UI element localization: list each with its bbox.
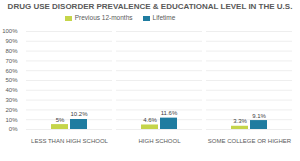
svg-text:80%: 80%: [5, 48, 18, 54]
svg-text:3.3%: 3.3%: [233, 118, 247, 124]
html-text:Lifetime: Lifetime: [152, 14, 176, 21]
svg-text:70%: 70%: [5, 58, 18, 64]
svg-text:5%: 5%: [56, 117, 65, 123]
svg-text:10.2%: 10.2%: [70, 111, 88, 117]
svg-text:30%: 30%: [5, 97, 18, 103]
svg-text:4.6%: 4.6%: [143, 117, 157, 123]
svg-text:100%: 100%: [2, 28, 18, 34]
svg-text:90%: 90%: [5, 38, 18, 44]
svg-text:LESS THAN HIGH SCHOOL: LESS THAN HIGH SCHOOL: [31, 138, 109, 144]
svg-text:SOME COLLEGE OR HIGHER: SOME COLLEGE OR HIGHER: [208, 138, 292, 144]
svg-text:0%: 0%: [9, 126, 18, 132]
svg-text:40%: 40%: [5, 87, 18, 93]
svg-text:20%: 20%: [5, 107, 18, 113]
html-text:Previous 12-months: Previous 12-months: [74, 14, 133, 21]
svg-text:10%: 10%: [5, 117, 18, 123]
html-text:DRUG USE DISORDER PREVALENCE &: DRUG USE DISORDER PREVALENCE & EDUCATION…: [7, 2, 293, 11]
svg-text:9.1%: 9.1%: [252, 113, 266, 119]
svg-text:11.6%: 11.6%: [161, 110, 178, 116]
svg-text:HIGH SCHOOL: HIGH SCHOOL: [138, 138, 181, 144]
svg-text:60%: 60%: [5, 68, 18, 74]
svg-text:50%: 50%: [5, 77, 18, 83]
